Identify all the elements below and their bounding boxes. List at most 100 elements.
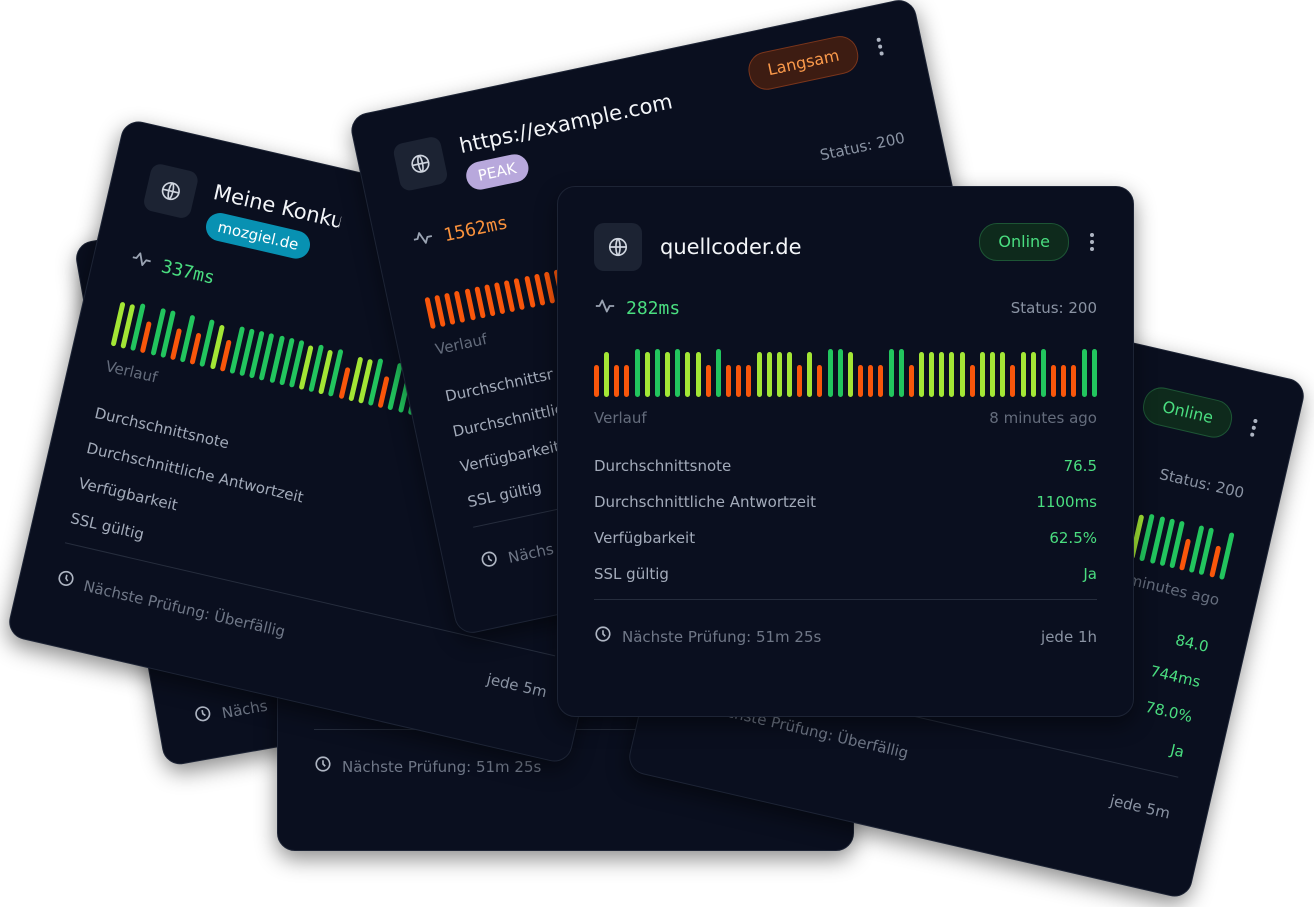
site-title[interactable]: quellcoder.de [660,235,802,259]
stat-value: 62.5% [1049,529,1097,547]
response-time: 282ms [626,297,681,319]
history-bar-slow[interactable] [454,290,466,323]
history-bar-slow[interactable] [1010,365,1016,397]
site-title[interactable]: https://example.com [457,89,675,158]
history-bar-ok[interactable] [604,352,610,397]
clock-icon [54,568,77,595]
stat-label: Verfügbarkeit [76,474,180,515]
next-check: Nächs [506,539,556,567]
response-time: 337ms [159,255,217,289]
history-bar-ok[interactable] [1020,352,1026,397]
card-footer: Nächste Prüfung: Überfällig jede 5m [54,569,549,704]
http-status: Status: 200 [1010,299,1097,317]
history-bar-ok[interactable] [786,352,792,397]
history-bar-slow[interactable] [474,286,486,319]
history-bar-good[interactable] [898,349,904,397]
check-interval: jede 1h [1041,628,1097,646]
card-header: quellcoder.de Online [594,223,1097,271]
monitor-card-example: https://example.com PEAK Langsam 1562ms Stat… [348,0,1023,637]
history-bar-good[interactable] [675,349,681,397]
history-bar-slow[interactable] [705,365,711,397]
history-bar-slow[interactable] [338,366,351,400]
history-bar-ok[interactable] [776,352,782,397]
history-bar-good[interactable] [837,349,843,397]
stat-value: 84.0 [1173,630,1211,656]
history-bar-slow[interactable] [736,365,742,397]
stat-row: Durchschnittliche Antwortzeit 1100ms [594,491,1097,513]
history-bar-slow[interactable] [797,365,803,397]
history-bar-ok[interactable] [766,352,772,397]
history-bar-slow[interactable] [614,365,620,397]
history-bar-good[interactable] [827,349,833,397]
history-bar-ok[interactable] [949,352,955,397]
history-bar-slow[interactable] [868,365,874,397]
stat-row: SSL gültig Ja [594,563,1097,585]
history-bar-slow[interactable] [513,277,526,311]
history-bar-good[interactable] [654,349,660,397]
history-bar-ok[interactable] [929,352,935,397]
history-bar-good[interactable] [634,349,640,397]
history-bar-good[interactable] [715,349,721,397]
history-bar-slow[interactable] [523,275,536,309]
clock-icon [478,548,501,575]
history-bar-good[interactable] [1091,349,1097,397]
history-bar-slow[interactable] [533,273,546,306]
status-badge: Online [979,223,1069,261]
history-bar-slow[interactable] [858,365,864,397]
history-bar-slow[interactable] [1061,365,1067,397]
status-badge: Langsam [745,32,862,94]
history-bar-ok[interactable] [847,352,853,397]
history-bar-ok[interactable] [1000,352,1006,397]
stat-value: Ja [1168,740,1187,762]
history-bar-slow[interactable] [624,365,630,397]
stat-value: Ja [1083,565,1097,583]
card-header: Online [762,297,1263,457]
history-bar-good[interactable] [1081,349,1087,397]
history-bar-slow[interactable] [1071,365,1077,397]
card-header: https://example.com PEAK Langsam [391,32,897,206]
history-bar-ok[interactable] [644,352,650,397]
history-bar-slow[interactable] [1208,545,1221,578]
history-bar-slow[interactable] [503,279,516,313]
stat-value: 76.5 [1063,457,1097,475]
history-bar-ok[interactable] [665,352,671,397]
history-bar-ok[interactable] [807,352,813,397]
history-bar-slow[interactable] [746,365,752,397]
history-bar-slow[interactable] [140,321,153,354]
history-bar-ok[interactable] [685,352,691,397]
history-bar-slow[interactable] [817,365,823,397]
history-bar-ok[interactable] [990,352,996,397]
check-interval: jede 5m [1108,791,1172,823]
history-bar-slow[interactable] [464,288,476,321]
history-bar-slow[interactable] [484,284,496,317]
history-bar-good[interactable] [1040,349,1046,397]
history-bar-slow[interactable] [1051,365,1057,397]
history-bar-slow[interactable] [434,294,446,328]
history-bar-slow[interactable] [726,365,732,397]
history-bar-slow[interactable] [444,292,456,325]
history-bar-slow[interactable] [594,365,599,397]
history-bar-ok[interactable] [756,352,762,397]
globe-icon [594,223,642,271]
history-bar-ok[interactable] [919,352,924,397]
history-bar-ok[interactable] [979,352,985,397]
history-bar-slow[interactable] [969,365,975,397]
history-bar-slow[interactable] [424,296,436,330]
history-bar-ok[interactable] [939,352,945,397]
stat-label: SSL gültig [466,477,544,512]
history-bar-good[interactable] [888,349,894,397]
history-bar-ok[interactable] [959,352,965,397]
history-bar-ok[interactable] [1030,352,1036,397]
history-bar-good[interactable] [1218,532,1235,580]
history-bar-slow[interactable] [878,365,884,397]
more-options-icon[interactable] [873,36,887,58]
history-bar-slow[interactable] [543,271,556,304]
metrics-row: 1562ms Status: 200 [410,125,907,255]
more-options-icon[interactable] [1247,417,1261,439]
history-bar-slow[interactable] [493,282,506,315]
history-bar-ok[interactable] [695,352,701,397]
history-bar-slow[interactable] [908,365,914,397]
stat-label: Durchschnittsnote [443,363,556,406]
more-options-icon[interactable] [1087,232,1097,252]
next-check: Nächs [220,696,269,723]
